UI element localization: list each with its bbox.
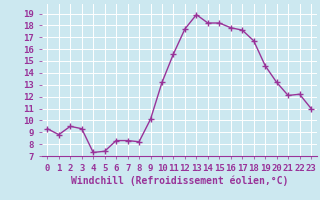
X-axis label: Windchill (Refroidissement éolien,°C): Windchill (Refroidissement éolien,°C)	[70, 175, 288, 186]
